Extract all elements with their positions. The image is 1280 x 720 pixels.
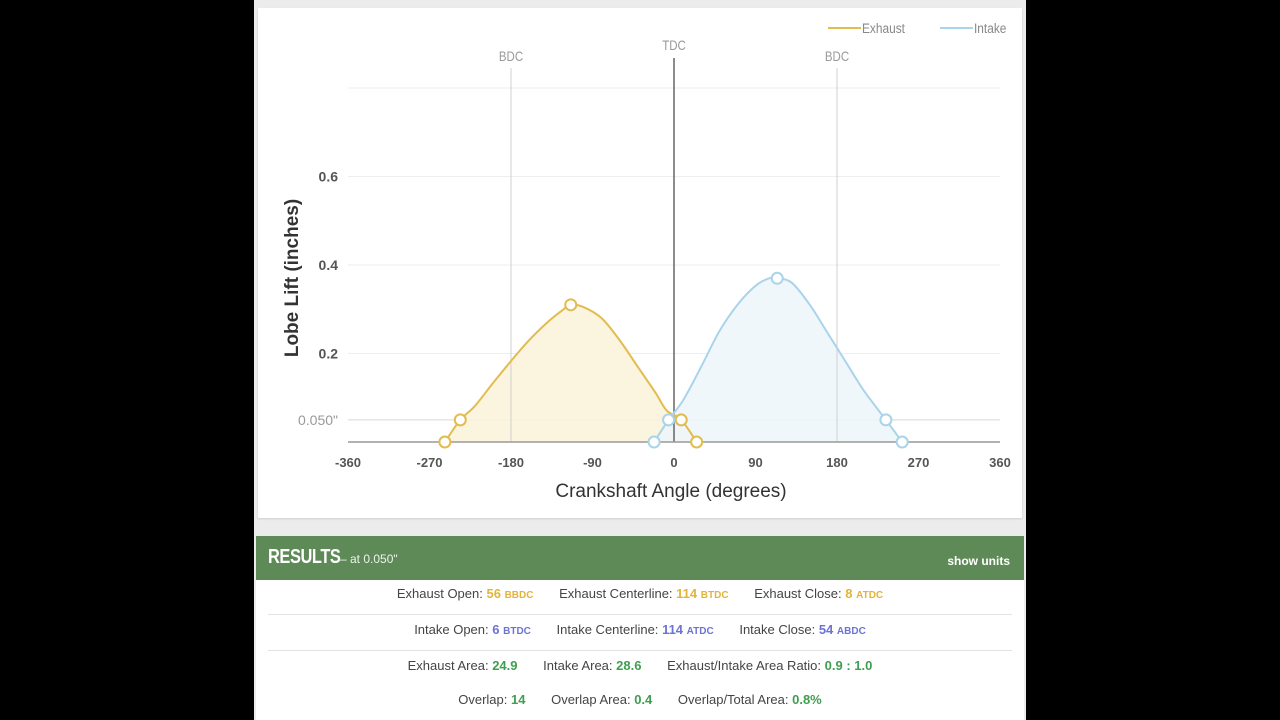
exhaust-open-stat: Exhaust Open: 56 BBDC <box>396 586 534 601</box>
point-marker-intake <box>770 271 784 285</box>
y-tick-label: 0.2 <box>319 346 339 362</box>
results-subtitle: – at 0.050" <box>340 552 398 566</box>
intake-close-stat: Intake Close: 54 ABDC <box>739 622 866 637</box>
series-areas <box>444 277 903 442</box>
results-header: RESULTS – at 0.050" show units <box>256 536 1024 580</box>
marker-label-bdc: BDC <box>499 48 523 64</box>
point-marker-intake <box>647 435 661 449</box>
legend-item-exhaust[interactable]: Exhaust <box>828 20 905 36</box>
marker-label-bdc: BDC <box>825 48 849 64</box>
overlap-area-stat: Overlap Area: 0.4 <box>551 692 653 707</box>
results-row-intake-timing: Intake Open: 6 BTDC Intake Centerline: 1… <box>268 622 1012 651</box>
marker-label-tdc: TDC <box>662 37 686 53</box>
intake-open-value: 6 <box>492 622 500 637</box>
legend-item-intake[interactable]: Intake <box>940 20 1006 36</box>
results-row-areas: Exhaust Area: 24.9 Intake Area: 28.6 Exh… <box>268 658 1012 678</box>
exhaust-close-value: 8 <box>845 586 853 601</box>
axis-text: Crankshaft Angle (degrees) Lobe Lift (in… <box>282 37 1011 502</box>
intake-close-unit: ABDC <box>836 626 866 637</box>
overlap-value: 14 <box>511 692 526 707</box>
results-title: RESULTS <box>268 546 341 568</box>
app-stage: Crankshaft Angle (degrees) Lobe Lift (in… <box>254 0 1026 720</box>
x-tick-label: -270 <box>416 455 442 470</box>
area-ratio-stat: Exhaust/Intake Area Ratio: 0.9 : 1.0 <box>667 658 873 673</box>
overlap-area-value: 0.4 <box>634 692 653 707</box>
legend-label-intake: Intake <box>974 20 1006 36</box>
chart-card: Crankshaft Angle (degrees) Lobe Lift (in… <box>258 8 1022 518</box>
x-tick-label: 180 <box>826 455 848 470</box>
exhaust-open-unit: BBDC <box>504 590 534 601</box>
intake-area-value: 28.6 <box>616 658 642 673</box>
point-marker-exhaust <box>674 413 688 427</box>
intake-area-stat: Intake Area: 28.6 <box>543 658 642 673</box>
intake-centerline-value: 114 <box>662 622 684 637</box>
exhaust-close-unit: ATDC <box>856 590 884 601</box>
area-exhaust <box>444 304 697 442</box>
x-tick-label: -90 <box>583 455 602 470</box>
point-marker-exhaust <box>564 298 578 312</box>
intake-centerline-unit: ATDC <box>686 626 714 637</box>
exhaust-close-stat: Exhaust Close: 8 ATDC <box>754 586 884 601</box>
exhaust-area-value: 24.9 <box>492 658 518 673</box>
reference-line-label: 0.050" <box>298 412 338 428</box>
x-tick-label: 360 <box>989 455 1011 470</box>
results-row-exhaust-timing: Exhaust Open: 56 BBDC Exhaust Centerline… <box>268 586 1012 615</box>
chart-legend: Exhaust Intake <box>828 20 1006 36</box>
area-intake <box>654 277 903 442</box>
cam-lobe-chart: Crankshaft Angle (degrees) Lobe Lift (in… <box>282 20 1011 502</box>
intake-open-stat: Intake Open: 6 BTDC <box>414 622 531 637</box>
show-units-link[interactable]: show units <box>947 554 1010 568</box>
point-marker-intake <box>895 435 909 449</box>
x-tick-label: 90 <box>748 455 762 470</box>
intake-open-unit: BTDC <box>503 626 531 637</box>
point-marker-exhaust <box>438 435 452 449</box>
x-tick-label: -360 <box>335 455 361 470</box>
exhaust-open-value: 56 <box>486 586 501 601</box>
series-markers <box>438 271 909 449</box>
point-marker-intake <box>879 413 893 427</box>
exhaust-area-stat: Exhaust Area: 24.9 <box>407 658 518 673</box>
vertical-markers <box>510 58 838 442</box>
x-tick-label: 0 <box>670 455 677 470</box>
x-axis-title: Crankshaft Angle (degrees) <box>555 481 786 502</box>
y-tick-label: 0.4 <box>319 257 339 273</box>
x-tick-label: -180 <box>498 455 524 470</box>
y-axis-title: Lobe Lift (inches) <box>282 199 303 357</box>
intake-centerline-stat: Intake Centerline: 114 ATDC <box>556 622 714 637</box>
overlap-total-stat: Overlap/Total Area: 0.8% <box>677 692 822 707</box>
point-marker-exhaust <box>690 435 704 449</box>
overlap-total-value: 0.8% <box>792 692 822 707</box>
legend-label-exhaust: Exhaust <box>862 20 905 36</box>
point-marker-intake <box>662 413 676 427</box>
overlap-stat: Overlap: 14 <box>458 692 526 707</box>
results-panel: RESULTS – at 0.050" show units Exhaust O… <box>256 536 1024 720</box>
x-tick-label: 270 <box>908 455 930 470</box>
y-tick-label: 0.6 <box>319 169 339 185</box>
exhaust-centerline-value: 114 <box>676 586 698 601</box>
results-row-overlap: Overlap: 14 Overlap Area: 0.4 Overlap/To… <box>268 692 1012 712</box>
exhaust-centerline-stat: Exhaust Centerline: 114 BTDC <box>559 586 729 601</box>
point-marker-exhaust <box>453 413 467 427</box>
exhaust-centerline-unit: BTDC <box>700 590 729 601</box>
intake-close-value: 54 <box>818 622 834 637</box>
area-ratio-value: 0.9 : 1.0 <box>824 658 873 673</box>
